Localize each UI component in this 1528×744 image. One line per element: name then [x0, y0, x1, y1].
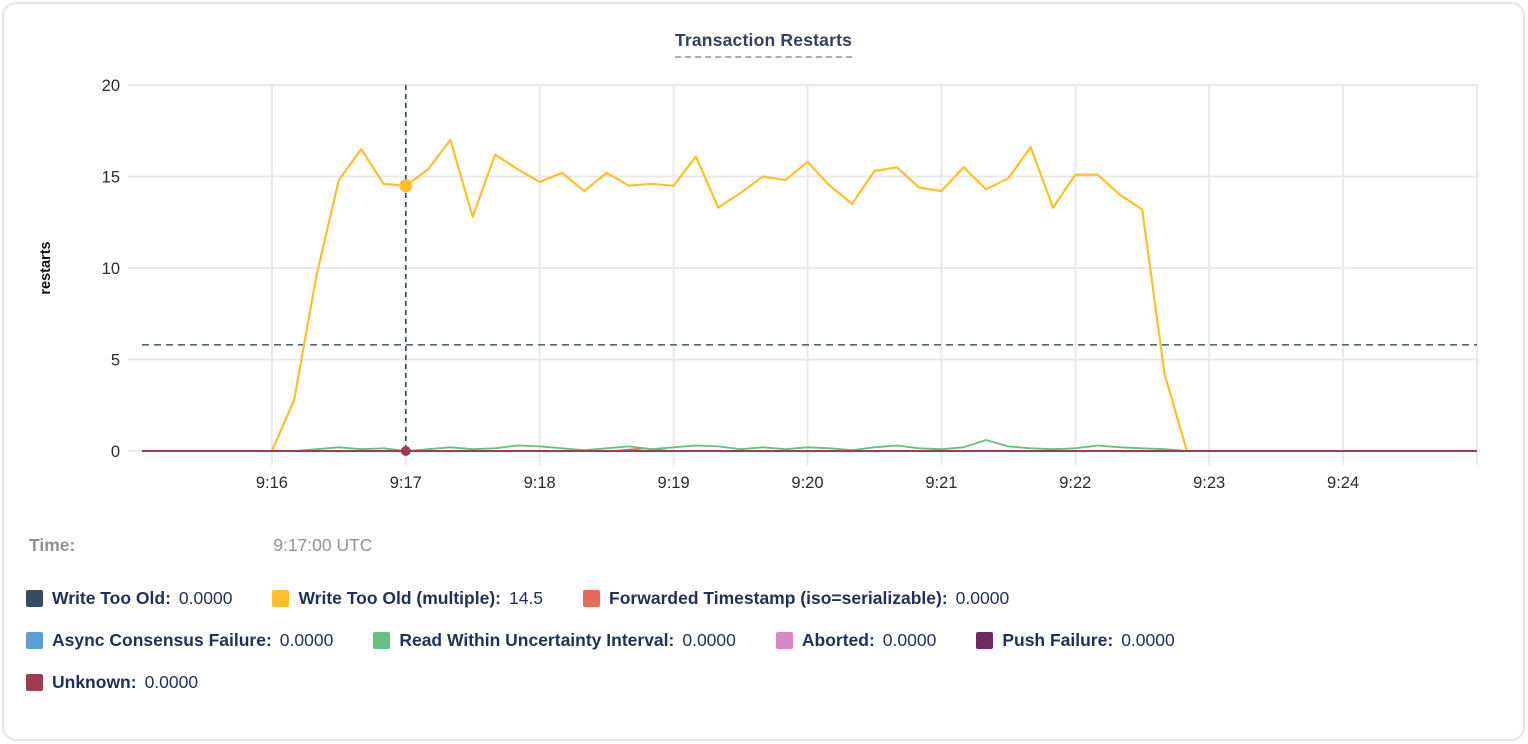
legend-value: 0.0000: [682, 630, 736, 650]
legend-swatch: [583, 590, 601, 607]
legend-swatch: [976, 632, 994, 649]
chart-legend: Write Too Old: 0.0000 Write Too Old (multi…: [26, 588, 1497, 714]
x-tick-label: 9:21: [925, 474, 957, 492]
hover-time-label: Time:: [29, 535, 76, 555]
legend-swatch: [26, 590, 43, 607]
legend-value: 0.0000: [144, 672, 199, 692]
legend-swatch: [26, 632, 43, 649]
legend-label: Async Consensus Failure:: [52, 630, 272, 650]
y-tick-label: 20: [102, 77, 120, 95]
legend-row: Write Too Old: 0.0000 Write Too Old (multi…: [26, 588, 1497, 609]
y-tick-label: 0: [111, 443, 120, 461]
crosshair-dot: [400, 446, 411, 456]
x-tick-label: 9:20: [791, 474, 823, 492]
x-tick-label: 9:22: [1059, 474, 1091, 492]
legend-row: Async Consensus Failure: 0.0000 Read Withi…: [26, 630, 1497, 651]
x-tick-label: 9:23: [1193, 474, 1225, 492]
transaction-restarts-chart[interactable]: 0 5 10 15 20 9:16 9:17 9:18 9:19 9:20 9:21 9:22 9:23…: [4, 62, 1528, 504]
x-tick-label: 9:17: [390, 474, 422, 492]
legend-label: Read Within Uncertainty Interval:: [399, 630, 675, 650]
y-tick-label: 5: [111, 352, 120, 370]
legend-label: Push Failure:: [1002, 630, 1114, 650]
legend-label: Aborted:: [801, 630, 875, 650]
legend-row: Unknown: 0.0000: [26, 672, 1497, 693]
legend-item-forwarded-timestamp-iso-serializable[interactable]: Forwarded Timestamp (iso=serializable): 0…: [583, 588, 1009, 609]
legend-value: 0.0000: [178, 588, 233, 608]
legend-item-unknown[interactable]: Unknown: 0.0000: [26, 672, 198, 693]
legend-item-aborted[interactable]: Aborted: 0.0000: [775, 630, 937, 651]
legend-label: Unknown:: [52, 672, 137, 692]
x-tick-label: 9:19: [658, 474, 690, 492]
series-line: [270, 138, 1188, 452]
legend-item-write-too-old[interactable]: Write Too Old: 0.0000: [26, 588, 232, 609]
y-tick-label: 15: [102, 169, 120, 187]
chart-title[interactable]: Transaction Restarts: [674, 30, 853, 58]
legend-value: 14.5: [508, 588, 544, 608]
x-tick-label: 9:18: [524, 474, 556, 492]
legend-swatch: [272, 590, 290, 607]
legend-swatch: [373, 632, 391, 649]
legend-value: 0.0000: [955, 588, 1010, 608]
legend-item-write-too-old-multiple[interactable]: Write Too Old (multiple): 14.5: [272, 588, 543, 609]
legend-item-async-consensus-failure[interactable]: Async Consensus Failure: 0.0000: [26, 630, 333, 651]
legend-item-push-failure[interactable]: Push Failure: 0.0000: [976, 630, 1175, 651]
legend-swatch: [775, 632, 793, 649]
hover-time-value: 9:17:00 UTC: [273, 535, 373, 555]
legend-label: Forwarded Timestamp (iso=serializable):: [609, 588, 948, 608]
legend-label: Write Too Old (multiple):: [298, 588, 501, 608]
legend-value: 0.0000: [1121, 630, 1175, 650]
legend-swatch: [26, 674, 43, 691]
crosshair-dot: [399, 179, 413, 193]
legend-item-read-within-uncertainty-interval[interactable]: Read Within Uncertainty Interval: 0.0000: [373, 630, 736, 651]
y-axis-label: restarts: [38, 241, 54, 294]
series-line: [271, 439, 1187, 452]
legend-value: 0.0000: [279, 630, 334, 650]
chart-header: Transaction Restarts: [4, 30, 1523, 58]
legend-label: Write Too Old:: [52, 588, 171, 608]
legend-value: 0.0000: [882, 630, 937, 650]
hover-time-row: Time: 9:17:00 UTC: [29, 535, 372, 556]
x-tick-label: 9:24: [1327, 474, 1359, 492]
y-tick-label: 10: [102, 260, 120, 278]
x-tick-label: 9:16: [256, 474, 288, 492]
